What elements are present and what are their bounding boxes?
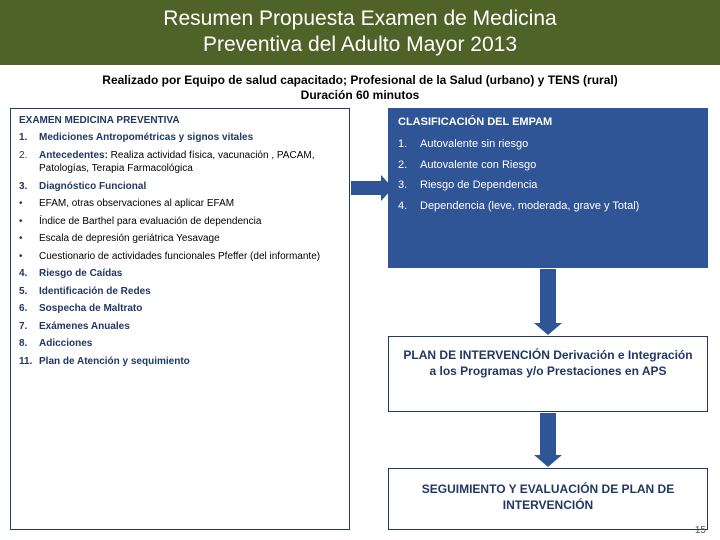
title-line2: Preventiva del Adulto Mayor 2013 <box>203 33 517 56</box>
item-text: Escala de depresión geriátrica Yesavage <box>39 232 341 246</box>
exam-item: 8.Adicciones <box>19 337 341 351</box>
exam-item: 4.Riesgo de Caídas <box>19 267 341 281</box>
item-text: Autovalente sin riesgo <box>420 136 698 153</box>
page-number: 15 <box>695 525 706 536</box>
item-text: Antecedentes: Realiza actividad física, … <box>39 149 341 176</box>
item-marker: 1. <box>398 136 420 153</box>
exam-item: •Cuestionario de actividades funcionales… <box>19 250 341 264</box>
plan-text: PLAN DE INTERVENCIÓN Derivación e Integr… <box>403 348 692 378</box>
arrow-right-icon <box>351 181 381 195</box>
followup-text: SEGUIMIENTO Y EVALUACIÓN DE PLAN DE INTE… <box>422 482 674 512</box>
exam-item: 7.Exámenes Anuales <box>19 320 341 334</box>
title-bar: Resumen Propuesta Examen de Medicina Pre… <box>0 0 720 65</box>
item-text: Mediciones Antropométricas y signos vita… <box>39 131 341 145</box>
item-marker: 3. <box>19 180 39 194</box>
item-marker: 8. <box>19 337 39 351</box>
exam-item: 2.Antecedentes: Realiza actividad física… <box>19 149 341 176</box>
item-marker: 2. <box>19 149 39 176</box>
item-marker: 2. <box>398 157 420 174</box>
item-text: Índice de Barthel para evaluación de dep… <box>39 215 341 229</box>
item-marker: • <box>19 215 39 229</box>
classification-item: 1.Autovalente sin riesgo <box>398 136 698 153</box>
item-text: Riesgo de Dependencia <box>420 177 698 194</box>
arrow-down-icon <box>540 269 556 323</box>
classification-header: CLASIFICACIÓN DEL EMPAM <box>398 114 698 131</box>
title: Resumen Propuesta Examen de Medicina Pre… <box>12 6 708 59</box>
item-marker: 5. <box>19 285 39 299</box>
item-marker: 7. <box>19 320 39 334</box>
item-marker: 4. <box>19 267 39 281</box>
exam-item: 6.Sospecha de Maltrato <box>19 302 341 316</box>
exam-item: •EFAM, otras observaciones al aplicar EF… <box>19 197 341 211</box>
plan-box: PLAN DE INTERVENCIÓN Derivación e Integr… <box>388 336 708 412</box>
item-marker: 4. <box>398 198 420 215</box>
classification-box: CLASIFICACIÓN DEL EMPAM 1.Autovalente si… <box>388 108 708 268</box>
exam-item: 5. Identificación de Redes <box>19 285 341 299</box>
exam-item: •Escala de depresión geriátrica Yesavage <box>19 232 341 246</box>
item-text: Dependencia (leve, moderada, grave y Tot… <box>420 198 698 215</box>
item-marker: 6. <box>19 302 39 316</box>
content-area: EXAMEN MEDICINA PREVENTIVA 1.Mediciones … <box>0 108 720 538</box>
exam-item: 11. Plan de Atención y sequimiento <box>19 355 341 369</box>
item-marker: 3. <box>398 177 420 194</box>
item-text: Sospecha de Maltrato <box>39 302 341 316</box>
item-marker: 1. <box>19 131 39 145</box>
classification-item: 3.Riesgo de Dependencia <box>398 177 698 194</box>
item-text: Cuestionario de actividades funcionales … <box>39 250 341 264</box>
exam-header: EXAMEN MEDICINA PREVENTIVA <box>19 114 341 128</box>
item-text: Diagnóstico Funcional <box>39 180 341 194</box>
exam-list: 1.Mediciones Antropométricas y signos vi… <box>19 131 341 368</box>
exam-item: •Índice de Barthel para evaluación de de… <box>19 215 341 229</box>
exam-box: EXAMEN MEDICINA PREVENTIVA 1.Mediciones … <box>10 108 350 530</box>
arrow-down-icon <box>540 413 556 455</box>
item-text: Adicciones <box>39 337 341 351</box>
exam-item: 3.Diagnóstico Funcional <box>19 180 341 194</box>
item-text: Riesgo de Caídas <box>39 267 341 281</box>
item-text: Exámenes Anuales <box>39 320 341 334</box>
classification-item: 2.Autovalente con Riesgo <box>398 157 698 174</box>
item-text: Autovalente con Riesgo <box>420 157 698 174</box>
title-line1: Resumen Propuesta Examen de Medicina <box>163 7 556 30</box>
classification-list: 1.Autovalente sin riesgo2.Autovalente co… <box>398 136 698 214</box>
followup-box: SEGUIMIENTO Y EVALUACIÓN DE PLAN DE INTE… <box>388 468 708 530</box>
subtitle: Realizado por Equipo de salud capacitado… <box>12 73 708 104</box>
item-text: Plan de Atención y sequimiento <box>39 355 341 369</box>
exam-item: 1.Mediciones Antropométricas y signos vi… <box>19 131 341 145</box>
item-marker: • <box>19 197 39 211</box>
item-marker: • <box>19 250 39 264</box>
item-marker: 11. <box>19 355 39 369</box>
classification-item: 4.Dependencia (leve, moderada, grave y T… <box>398 198 698 215</box>
item-text: Identificación de Redes <box>39 285 341 299</box>
subtitle-line2: Duración 60 minutos <box>301 88 420 102</box>
item-text: EFAM, otras observaciones al aplicar EFA… <box>39 197 341 211</box>
item-marker: • <box>19 232 39 246</box>
subtitle-line1: Realizado por Equipo de salud capacitado… <box>102 73 617 87</box>
